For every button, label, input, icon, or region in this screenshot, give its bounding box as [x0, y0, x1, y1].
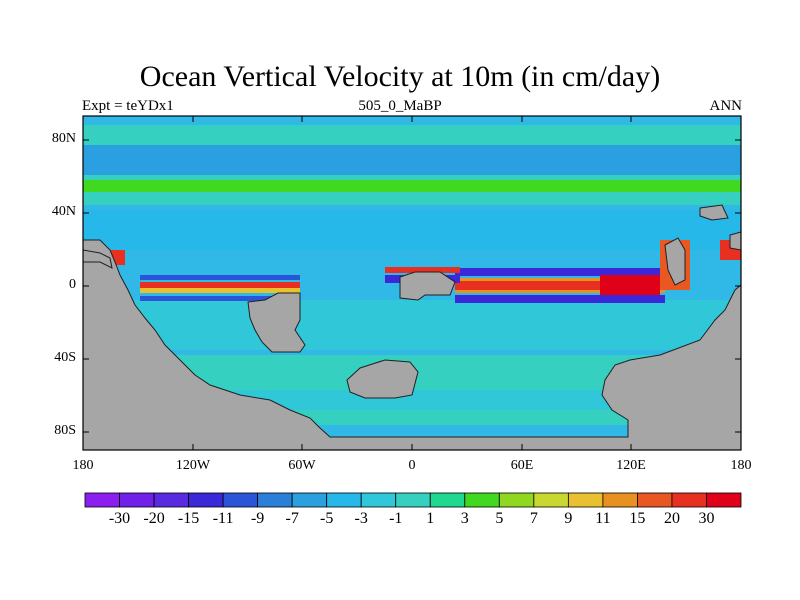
colorbar-label: -9	[250, 510, 265, 527]
landmass-east-edge	[729, 231, 741, 251]
colorbar-label: -20	[143, 510, 165, 527]
colorbar-label: -30	[108, 510, 131, 527]
colorbar-swatch	[706, 492, 742, 508]
y-tick-label: 0	[69, 277, 76, 292]
colorbar-label: 3	[460, 510, 469, 527]
colorbar-swatch	[395, 492, 431, 508]
y-tick-label: 80N	[51, 131, 76, 146]
downwelling-north	[140, 275, 300, 280]
colorbar-label: -1	[389, 510, 403, 527]
band-mid-north-green	[83, 180, 741, 192]
colorbar-swatch	[671, 492, 707, 508]
upwelling-atlantic	[385, 267, 460, 273]
colorbar-swatch	[222, 492, 259, 508]
colorbar-label: 5	[495, 510, 504, 527]
colorbar-swatch	[360, 492, 397, 508]
x-tick-label: 60E	[510, 458, 534, 473]
band-south-trop	[83, 300, 741, 350]
downwelling-indopacific-s	[455, 295, 665, 303]
upwelling-indopacific	[455, 281, 665, 290]
x-tick-label: 180	[730, 458, 752, 473]
colorbar-label: 20	[663, 510, 680, 527]
colorbar-swatch	[188, 492, 224, 508]
colorbar-label: 15	[629, 510, 646, 527]
colorbar-swatch	[153, 492, 189, 508]
colorbar-label: -15	[177, 510, 200, 527]
colorbar-label: 7	[529, 510, 538, 527]
season-label: ANN	[709, 98, 743, 114]
map-field	[83, 116, 741, 450]
colorbar-label: -3	[354, 510, 368, 527]
colorbar-swatch	[326, 492, 362, 508]
colorbar-label: 30	[698, 510, 715, 527]
upwelling-west-pacific	[600, 275, 660, 295]
y-tick-label: 40S	[54, 350, 76, 365]
band-subpolar	[83, 145, 741, 175]
colorbar-label: 11	[595, 510, 611, 527]
x-tick-label: 180	[72, 458, 94, 473]
landmass-equatorial	[399, 271, 456, 301]
colorbar-swatch	[498, 492, 535, 508]
colorbar-swatch	[291, 492, 328, 508]
upwelling-edge-s	[455, 290, 665, 293]
landmass-south	[83, 239, 741, 450]
upwelling-edge-n	[455, 278, 665, 281]
colorbar-label: -7	[285, 510, 299, 527]
y-tick-label: 40N	[51, 204, 76, 219]
landmass-east-island	[664, 237, 686, 286]
tick-marks	[83, 116, 741, 450]
colorbar-swatch	[429, 492, 466, 508]
upwelling-pacific-east	[140, 282, 300, 288]
x-tick-label: 120W	[175, 458, 211, 473]
colorbar-swatch	[567, 492, 604, 508]
colorbar-label: 1	[426, 510, 435, 527]
band-high-north	[83, 125, 741, 145]
period-label: 505_0_MaBP	[358, 98, 442, 114]
colorbar-swatch	[637, 492, 673, 508]
colorbar-label: -5	[320, 510, 334, 527]
colorbar	[84, 492, 742, 508]
colorbar-swatch	[84, 492, 120, 508]
colorbar-swatch	[533, 492, 569, 508]
land	[83, 204, 741, 450]
colorbar-swatch	[257, 492, 293, 508]
colorbar-label: -11	[212, 510, 234, 527]
downwelling-south	[140, 296, 300, 301]
downwelling-indopacific-n	[455, 268, 665, 276]
experiment-label: Expt = teYDx1	[82, 98, 174, 114]
colorbar-swatch	[119, 492, 155, 508]
landmass-north-island	[699, 204, 729, 221]
upwelling-pacific-east-edge	[140, 288, 300, 293]
colorbar-swatch	[464, 492, 500, 508]
x-tick-label: 120E	[616, 458, 646, 473]
x-tick-label: 0	[408, 458, 416, 473]
landmass-southern-island	[346, 359, 419, 399]
plot-title: Ocean Vertical Velocity at 10m (in cm/da…	[139, 60, 661, 93]
x-tick-label: 60W	[288, 458, 316, 473]
landmass-central-south	[247, 292, 306, 353]
colorbar-label: 9	[564, 510, 573, 527]
y-tick-label: 80S	[54, 423, 76, 438]
band-subtropical	[83, 210, 741, 250]
landmass-west	[83, 249, 113, 269]
colorbar-swatch	[602, 492, 638, 508]
